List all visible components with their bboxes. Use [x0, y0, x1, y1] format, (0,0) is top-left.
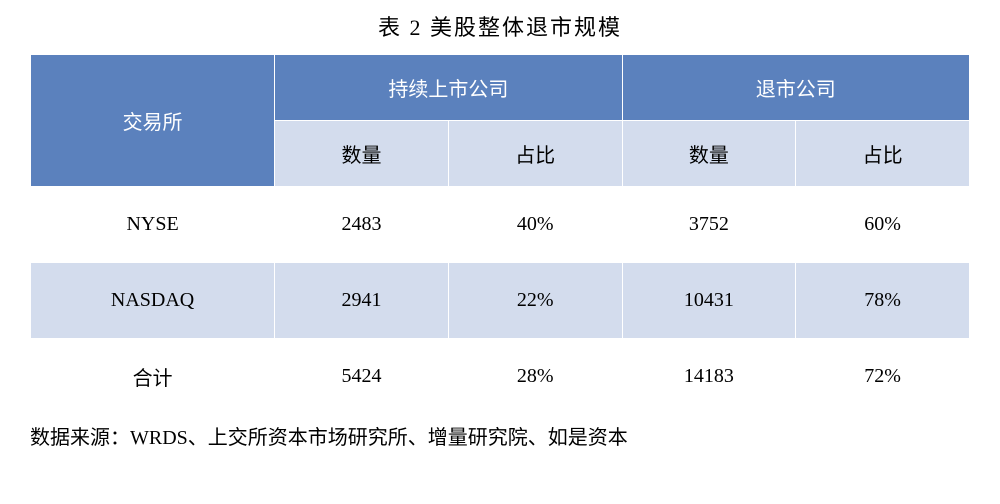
header-delisted: 退市公司 — [622, 55, 969, 121]
cell-delist-ratio: 78% — [796, 263, 970, 339]
cell-cont-count: 2483 — [275, 187, 449, 263]
table-title: 表 2 美股整体退市规模 — [30, 10, 970, 42]
header-cont-count: 数量 — [275, 121, 449, 187]
cell-cont-ratio: 40% — [448, 187, 622, 263]
header-delist-ratio: 占比 — [796, 121, 970, 187]
cell-exchange: 合计 — [31, 339, 275, 415]
cell-cont-count: 2941 — [275, 263, 449, 339]
header-exchange: 交易所 — [31, 55, 275, 187]
delisting-table: 交易所 持续上市公司 退市公司 数量 占比 数量 占比 NYSE 2483 40… — [30, 54, 970, 415]
table-row: 合计 5424 28% 14183 72% — [31, 339, 970, 415]
table-container: 交易所 持续上市公司 退市公司 数量 占比 数量 占比 NYSE 2483 40… — [30, 54, 970, 415]
header-delist-count: 数量 — [622, 121, 796, 187]
cell-delist-count: 14183 — [622, 339, 796, 415]
table-row: NASDAQ 2941 22% 10431 78% — [31, 263, 970, 339]
cell-delist-ratio: 60% — [796, 187, 970, 263]
cell-delist-count: 10431 — [622, 263, 796, 339]
cell-exchange: NYSE — [31, 187, 275, 263]
source-note: 数据来源：WRDS、上交所资本市场研究所、增量研究院、如是资本 — [30, 421, 970, 450]
cell-delist-ratio: 72% — [796, 339, 970, 415]
header-continuing: 持续上市公司 — [275, 55, 622, 121]
table-row: NYSE 2483 40% 3752 60% — [31, 187, 970, 263]
header-cont-ratio: 占比 — [448, 121, 622, 187]
cell-delist-count: 3752 — [622, 187, 796, 263]
cell-exchange: NASDAQ — [31, 263, 275, 339]
cell-cont-ratio: 28% — [448, 339, 622, 415]
cell-cont-ratio: 22% — [448, 263, 622, 339]
cell-cont-count: 5424 — [275, 339, 449, 415]
